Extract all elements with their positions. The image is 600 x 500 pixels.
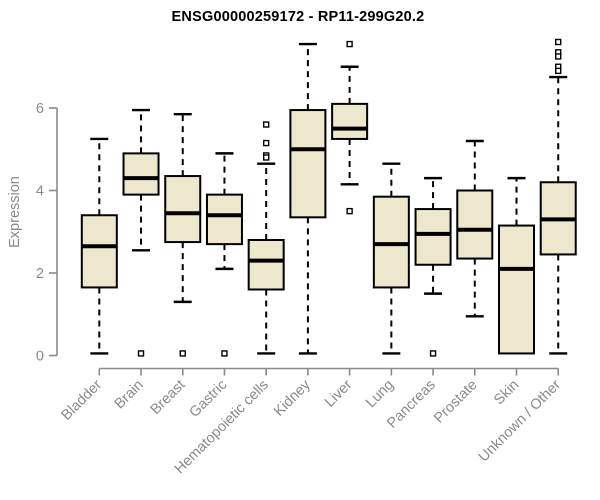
- outlier-hematopoietic-cells-3: [262, 154, 270, 161]
- x-tick-label-skin: Skin: [491, 377, 522, 408]
- outlier-liver-0: [346, 40, 353, 48]
- box-bladder: [80, 214, 118, 289]
- outlier-breast-0: [179, 350, 186, 357]
- x-tick-label-lung: Lung: [363, 377, 397, 411]
- outlier-unknown-other-2: [555, 53, 562, 60]
- box-gastric: [205, 193, 243, 246]
- x-tick-label-prostate: Prostate: [431, 377, 480, 426]
- box-skin: [498, 224, 535, 355]
- y-tick-label-0: 0: [36, 349, 44, 365]
- x-tick-label-bladder: Bladder: [58, 377, 105, 424]
- box-brain: [122, 152, 160, 196]
- outlier-hematopoietic-cells-1: [262, 139, 270, 147]
- y-tick-label-6: 6: [36, 101, 44, 117]
- box-pancreas: [414, 208, 452, 266]
- outlier-hematopoietic-cells-0: [262, 121, 270, 128]
- outlier-pancreas-0: [429, 350, 437, 357]
- y-tick-label-2: 2: [36, 266, 44, 282]
- box-lung: [372, 195, 410, 289]
- outlier-unknown-other-0: [555, 38, 562, 46]
- x-tick-label-kidney: Kidney: [271, 376, 314, 419]
- outlier-brain-0: [137, 350, 145, 357]
- box-prostate: [456, 189, 494, 260]
- chart-title: ENSG00000259172 - RP11-299G20.2: [171, 9, 425, 25]
- y-axis-title: Expression: [7, 176, 23, 248]
- x-tick-label-liver: Liver: [322, 377, 356, 411]
- x-tick-label-breast: Breast: [148, 377, 189, 418]
- outlier-unknown-other-4: [555, 67, 562, 75]
- box-hematopoietic-cells: [247, 239, 285, 291]
- y-tick-label-4: 4: [36, 184, 44, 200]
- outlier-gastric-0: [221, 350, 228, 357]
- box-breast: [164, 175, 202, 244]
- box-kidney: [289, 109, 327, 219]
- x-tick-label-brain: Brain: [112, 377, 147, 412]
- outlier-liver-1: [346, 207, 353, 215]
- box-liver: [331, 102, 369, 140]
